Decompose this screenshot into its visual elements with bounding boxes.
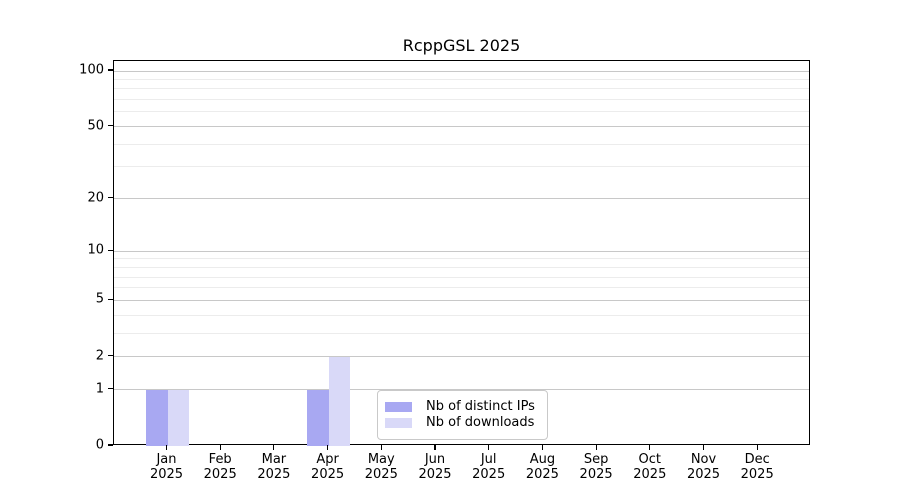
legend-swatch-downloads <box>385 418 412 428</box>
x-tick-label-apr: Apr 2025 <box>311 452 345 482</box>
x-tick-mark <box>219 445 221 450</box>
legend-item-downloads: Nb of downloads <box>385 415 547 431</box>
x-tick-mark <box>756 445 758 450</box>
gridline-minor <box>114 266 809 268</box>
gridline-major <box>114 198 809 200</box>
x-tick-mark <box>380 445 382 450</box>
gridline-minor <box>114 314 809 316</box>
x-tick-mark <box>434 445 436 450</box>
x-tick-mark <box>273 445 275 450</box>
y-tick-mark <box>108 355 113 357</box>
grid-layer <box>114 61 809 444</box>
x-tick-mark <box>165 445 168 450</box>
x-tick-label-oct: Oct 2025 <box>633 452 667 482</box>
gridline-minor <box>114 287 809 289</box>
y-tick-label: 100 <box>79 62 104 78</box>
bar-downloads-apr <box>328 356 351 446</box>
legend-swatch-distinct-ips <box>385 402 412 412</box>
gridline-minor <box>114 166 809 168</box>
plot-area: Nb of distinct IPs Nb of downloads <box>113 60 810 446</box>
x-tick-label-may: May 2025 <box>364 452 398 482</box>
x-tick-mark <box>488 445 490 450</box>
y-tick-label: 1 <box>95 381 104 397</box>
x-tick-label-jul: Jul 2025 <box>472 452 506 482</box>
x-tick-label-aug: Aug 2025 <box>525 452 559 482</box>
y-tick-label: 10 <box>87 242 104 258</box>
gridline-minor <box>114 111 809 113</box>
y-tick-mark <box>108 124 113 127</box>
chart-title: RcppGSL 2025 <box>402 36 521 55</box>
gridline-minor <box>114 99 809 101</box>
legend-item-distinct-ips: Nb of distinct IPs <box>385 399 547 415</box>
gridline-minor <box>114 276 809 278</box>
x-tick-label-mar: Mar 2025 <box>257 452 291 482</box>
legend-label-distinct-ips: Nb of distinct IPs <box>426 399 535 414</box>
x-tick-label-dec: Dec 2025 <box>740 452 774 482</box>
x-tick-mark <box>649 445 651 450</box>
x-tick-label-sep: Sep 2025 <box>579 452 613 482</box>
y-tick-label: 2 <box>95 348 104 364</box>
y-tick-label: 50 <box>87 118 104 134</box>
gridline-minor <box>114 332 809 334</box>
gridline-minor <box>114 88 809 90</box>
x-tick-mark <box>702 445 705 450</box>
bar-layer <box>114 61 809 446</box>
gridline-major <box>114 70 809 72</box>
gridline-major <box>114 356 809 358</box>
y-tick-mark <box>108 249 113 251</box>
legend: Nb of distinct IPs Nb of downloads <box>377 390 548 440</box>
y-tick-label: 20 <box>87 190 104 206</box>
x-tick-label-feb: Feb 2025 <box>203 452 237 482</box>
gridline-minor <box>114 143 809 145</box>
y-tick-mark <box>108 197 113 199</box>
bar-distinct-ips-apr <box>307 389 329 446</box>
x-tick-label-jun: Jun 2025 <box>418 452 452 482</box>
legend-label-downloads: Nb of downloads <box>426 415 535 430</box>
y-tick-mark <box>108 444 113 446</box>
bar-distinct-ips-jan <box>146 389 168 446</box>
gridline-major <box>114 126 809 128</box>
x-tick-mark <box>541 445 543 450</box>
gridline-minor <box>114 78 809 80</box>
x-tick-label-nov: Nov 2025 <box>686 452 721 482</box>
y-tick-label: 0 <box>95 437 104 453</box>
bar-downloads-jan <box>167 389 189 446</box>
gridline-minor <box>114 258 809 260</box>
y-tick-mark <box>108 298 113 300</box>
gridline-major <box>114 299 809 301</box>
y-tick-mark <box>108 388 113 390</box>
x-tick-mark <box>595 445 597 450</box>
gridline-major <box>114 250 809 252</box>
y-tick-mark <box>108 69 113 71</box>
y-tick-label: 5 <box>95 291 104 307</box>
x-tick-mark <box>327 445 329 450</box>
gridline-major <box>114 389 809 391</box>
x-tick-label-jan: Jan 2025 <box>149 452 184 482</box>
